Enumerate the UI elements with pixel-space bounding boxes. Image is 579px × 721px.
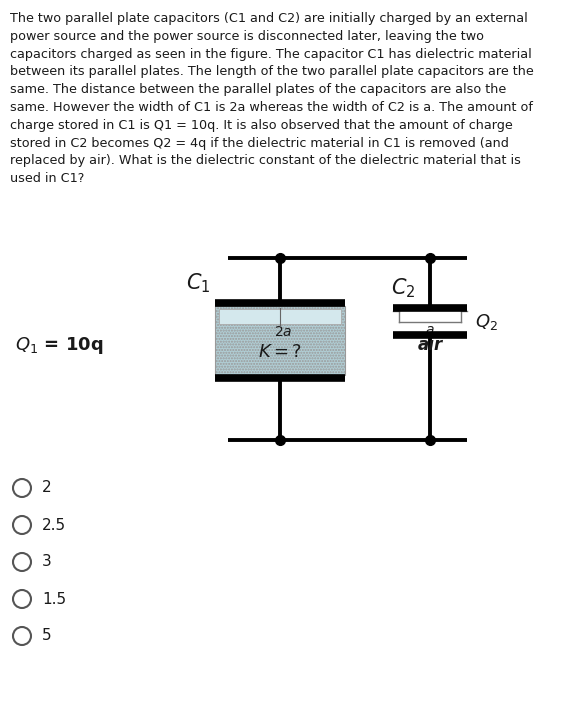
Text: 2: 2 xyxy=(42,480,52,495)
Text: $\mathit{2a}$: $\mathit{2a}$ xyxy=(274,325,292,339)
Text: capacitors charged as seen in the figure. The capacitor C1 has dielectric materi: capacitors charged as seen in the figure… xyxy=(10,48,532,61)
Text: 2.5: 2.5 xyxy=(42,518,66,533)
Text: charge stored in C1 is Q1 = 10q. It is also observed that the amount of charge: charge stored in C1 is Q1 = 10q. It is a… xyxy=(10,119,513,132)
Text: power source and the power source is disconnected later, leaving the two: power source and the power source is dis… xyxy=(10,30,484,43)
Text: $\mathit{a}$: $\mathit{a}$ xyxy=(425,322,435,337)
Text: used in C1?: used in C1? xyxy=(10,172,85,185)
Text: $\mathbf{\mathit{K= ?}}$: $\mathbf{\mathit{K= ?}}$ xyxy=(258,343,302,361)
Text: between its parallel plates. The length of the two parallel plate capacitors are: between its parallel plates. The length … xyxy=(10,66,534,79)
Text: 5: 5 xyxy=(42,629,52,644)
Text: same. However the width of C1 is 2a whereas the width of C2 is a. The amount of: same. However the width of C1 is 2a wher… xyxy=(10,101,533,114)
Bar xyxy=(215,306,345,375)
Text: $\mathit{C_1}$: $\mathit{C_1}$ xyxy=(185,271,210,295)
Text: 3: 3 xyxy=(42,554,52,570)
Text: replaced by air). What is the dielectric constant of the dielectric material tha: replaced by air). What is the dielectric… xyxy=(10,154,521,167)
Text: same. The distance between the parallel plates of the capacitors are also the: same. The distance between the parallel … xyxy=(10,83,506,96)
Text: stored in C2 becomes Q2 = 4q if the dielectric material in C1 is removed (and: stored in C2 becomes Q2 = 4q if the diel… xyxy=(10,136,509,149)
Text: $\mathbf{\mathit{Q_2}}$: $\mathbf{\mathit{Q_2}}$ xyxy=(475,311,498,332)
Text: The two parallel plate capacitors (C1 and C2) are initially charged by an extern: The two parallel plate capacitors (C1 an… xyxy=(10,12,527,25)
Bar xyxy=(219,309,341,324)
Text: 1.5: 1.5 xyxy=(42,591,66,606)
Text: air: air xyxy=(417,335,442,353)
Text: $\mathit{C_2}$: $\mathit{C_2}$ xyxy=(391,276,416,300)
Text: $\mathbf{\mathit{Q_1}}$ = 10q: $\mathbf{\mathit{Q_1}}$ = 10q xyxy=(15,335,104,356)
